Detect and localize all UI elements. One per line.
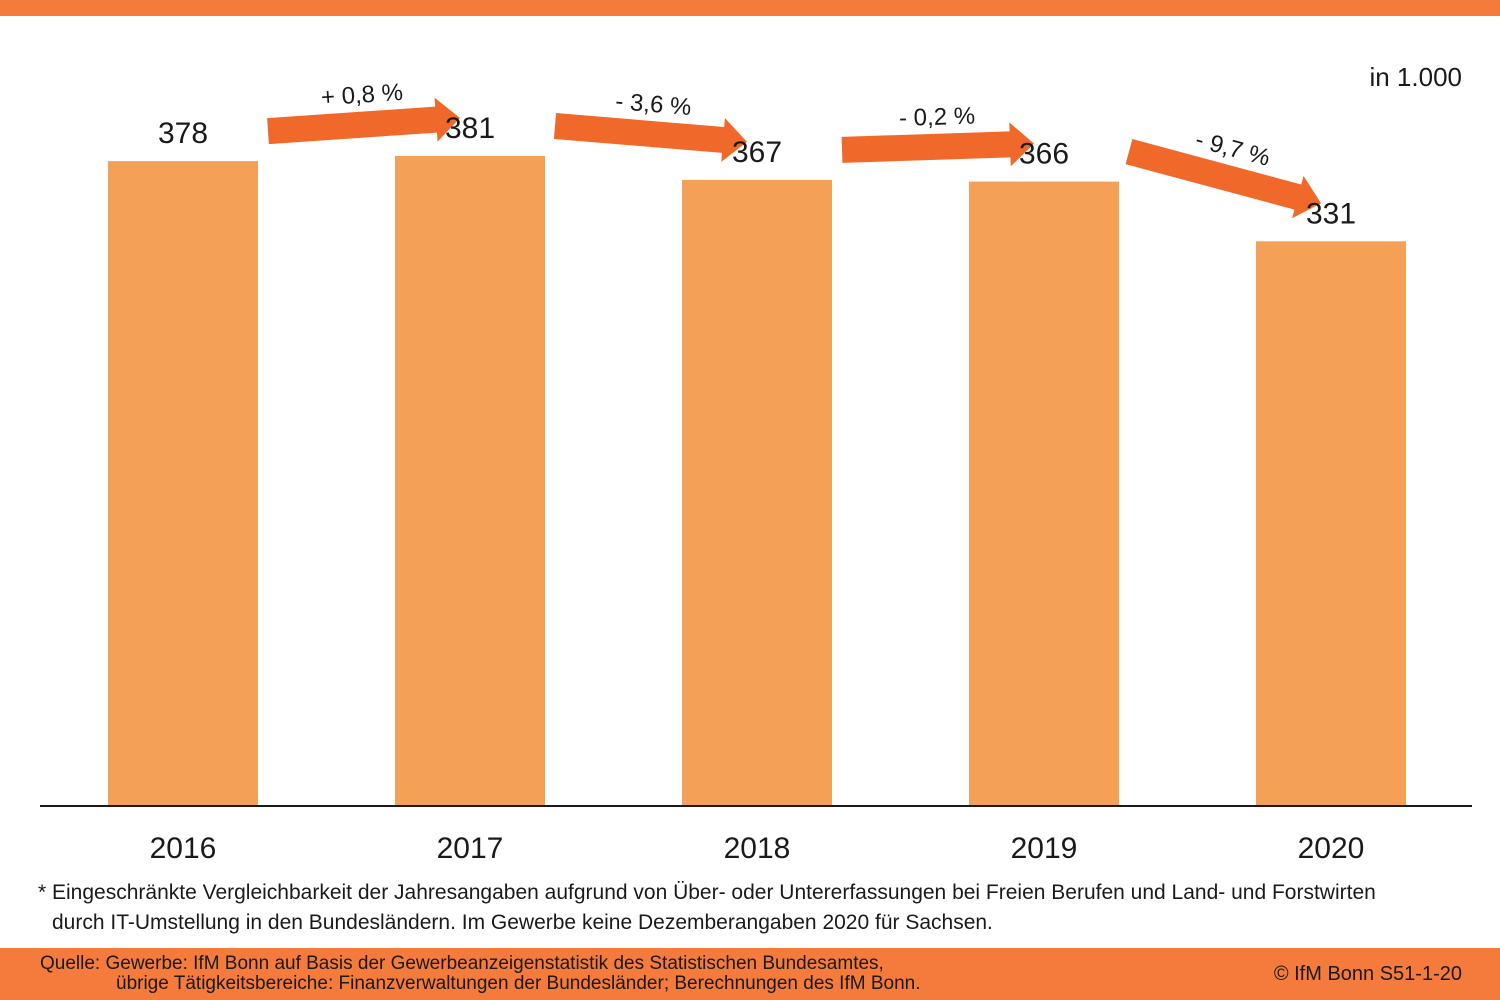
value-label-2016: 378 [158,117,208,150]
value-label-2020: 331 [1306,197,1356,230]
category-label-2019: 2019 [1011,832,1078,865]
source-bar: Quelle: Gewerbe: IfM Bonn auf Basis der … [0,948,1500,1000]
change-label-3: - 0,2 % [899,103,976,132]
unit-label: in 1.000 [1369,62,1462,92]
source-text: Quelle: Gewerbe: IfM Bonn auf Basis der … [40,954,921,994]
footnote-line-1: * Eingeschränkte Vergleichbarkeit der Ja… [38,881,1376,904]
copyright: © IfM Bonn S51-1-20 [1273,963,1462,985]
bar-2017 [395,156,545,806]
bar-2018 [682,179,832,806]
change-arrow-2 [553,113,748,162]
source-line-2: übrige Tätigkeitsbereiche: Finanzverwalt… [116,973,921,994]
source-line-1: Quelle: Gewerbe: IfM Bonn auf Basis der … [40,953,884,974]
value-label-2019: 366 [1019,138,1069,171]
value-label-2018: 367 [732,136,782,169]
category-label-2016: 2016 [150,832,217,865]
category-label-2017: 2017 [437,832,504,865]
change-label-1: + 0,8 % [320,79,404,112]
bar-2019 [969,181,1119,806]
bar-2016 [108,161,258,806]
change-arrow-1 [267,97,461,145]
change-label-2: - 3,6 % [614,88,692,121]
bar-2020 [1256,241,1406,807]
change-arrow-4 [1125,139,1321,219]
bar-chart: 378 2016 381 2017 367 2018 366 2019 331 2020 + 0,8… [40,79,1472,865]
top-accent-bar [0,0,1500,16]
footnote-line-2: durch IT-Umstellung in den Bundesländern… [52,911,993,934]
category-label-2018: 2018 [724,832,791,865]
change-arrow-3 [841,122,1035,167]
footnote: * Eingeschränkte Vergleichbarkeit der Ja… [38,878,1478,938]
value-label-2017: 381 [445,112,495,145]
category-label-2020: 2020 [1298,832,1365,865]
